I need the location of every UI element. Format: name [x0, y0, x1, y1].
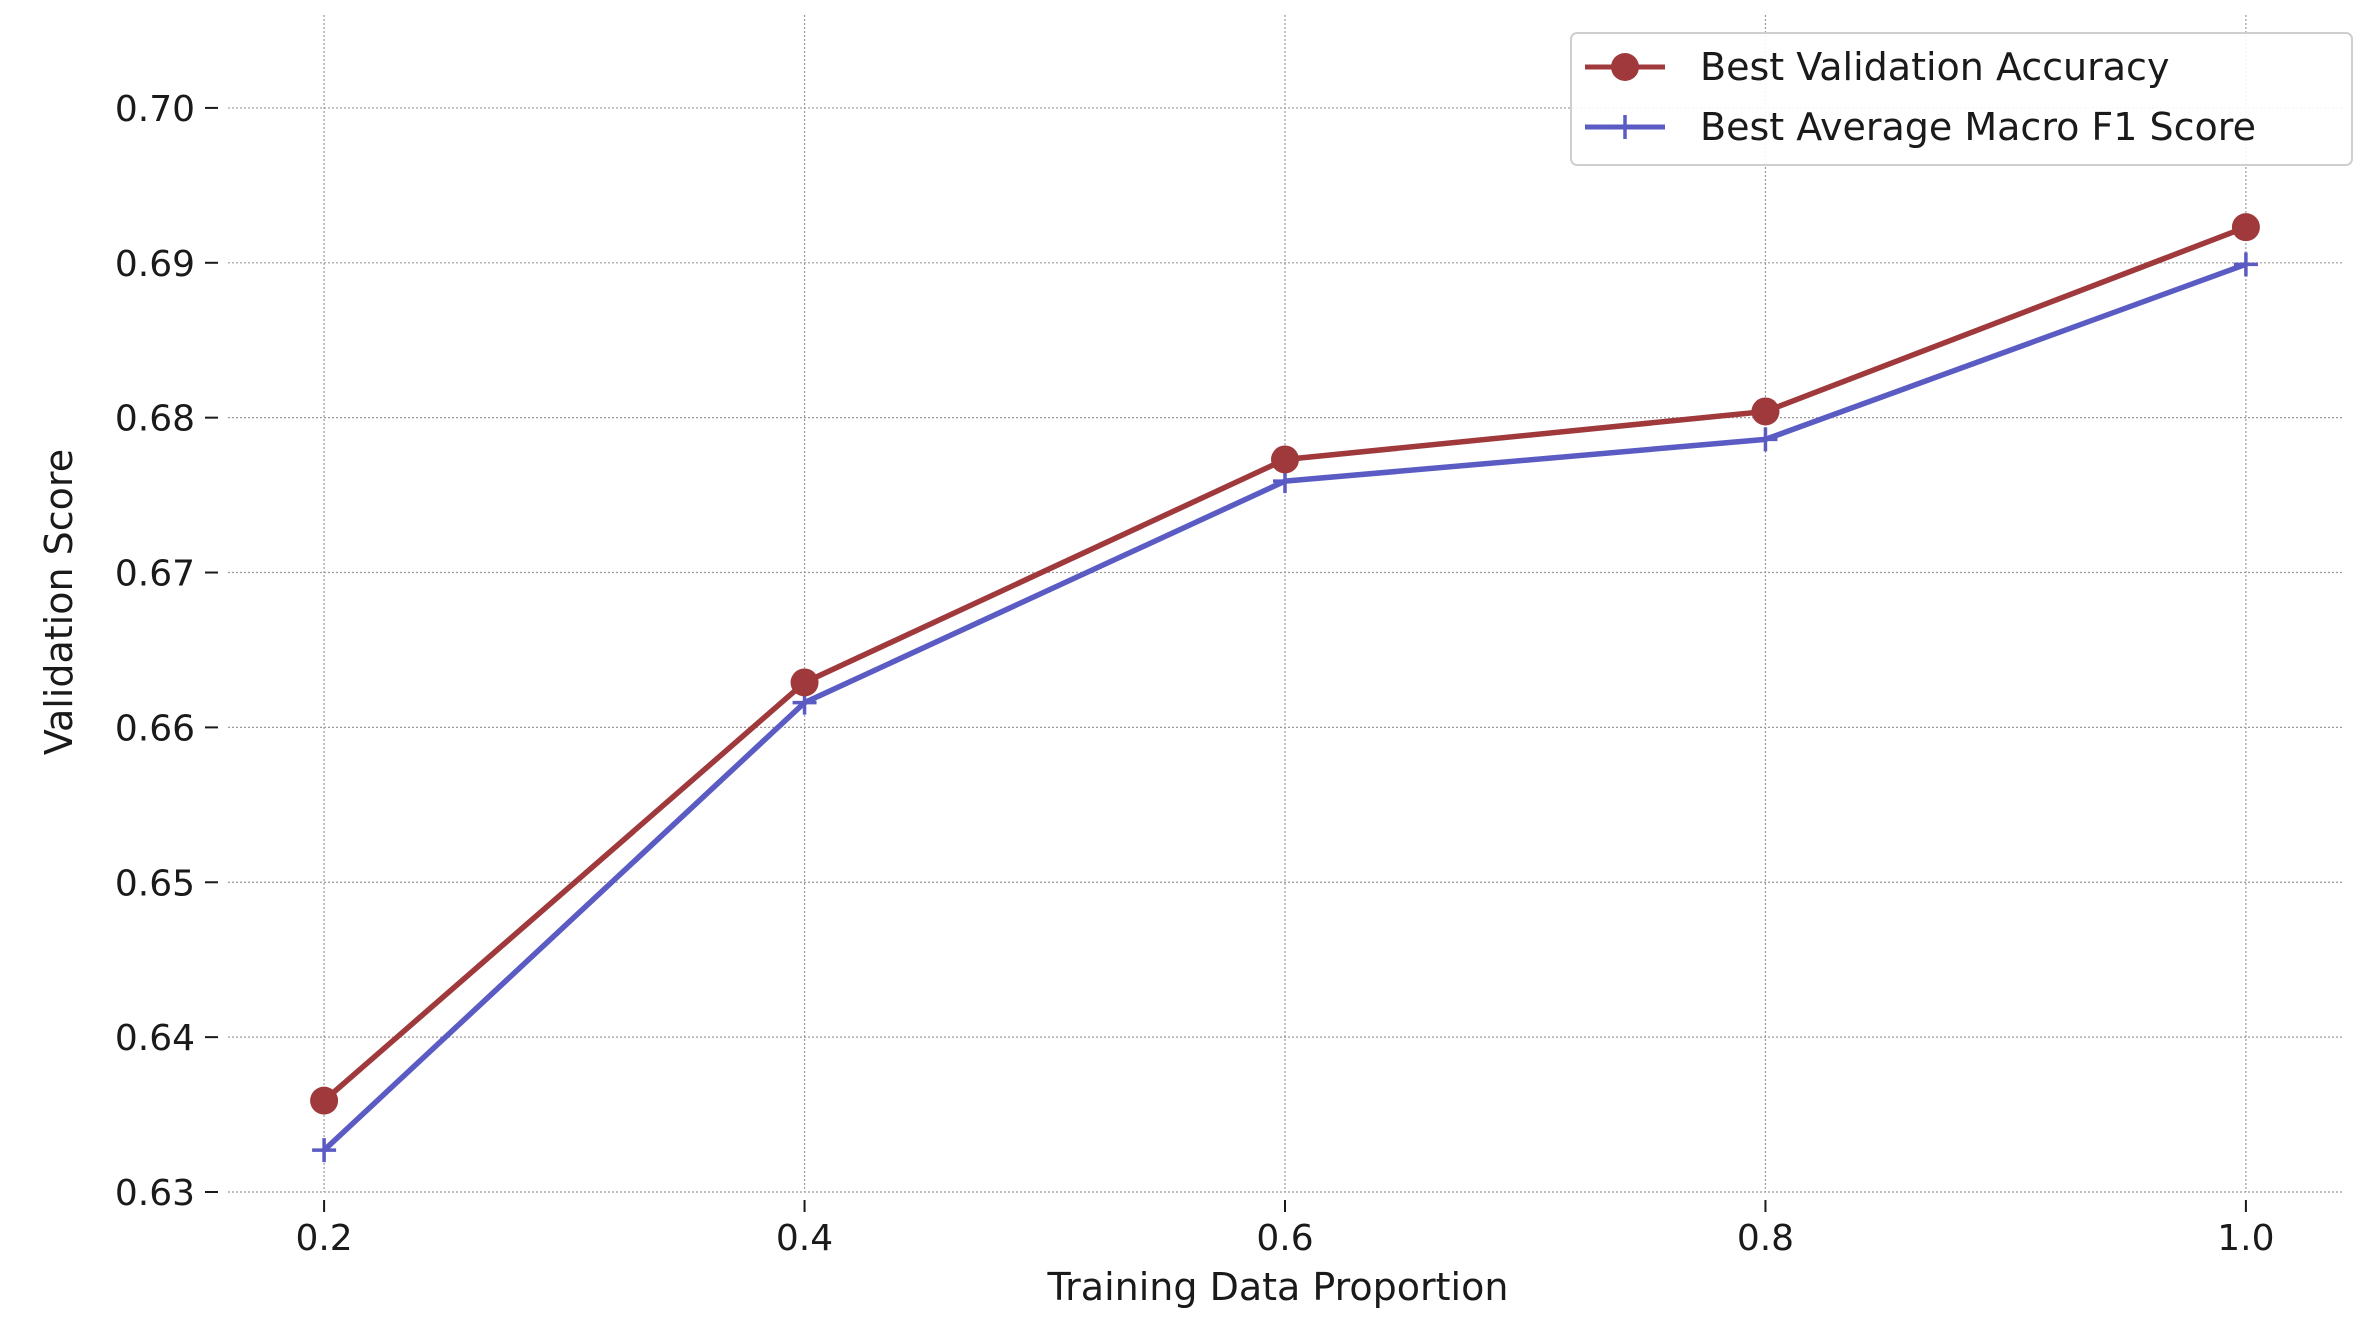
x-axis-title: Training Data Proportion: [1047, 1265, 1509, 1309]
legend-marker-accuracy: [1611, 53, 1639, 81]
data-point: [1753, 427, 1778, 452]
series-accuracy: [310, 213, 2260, 1115]
data-point: [312, 1138, 337, 1163]
data-point: [790, 668, 819, 697]
y-tick-label: 0.69: [115, 244, 195, 285]
y-tick-label: 0.64: [115, 1018, 195, 1059]
legend-label-f1: Best Average Macro F1 Score: [1700, 105, 2256, 149]
y-tick-label: 0.63: [115, 1173, 195, 1214]
y-tick-label: 0.70: [115, 89, 195, 130]
legend-item-f1: Best Average Macro F1 Score: [1585, 105, 2256, 149]
legend-marker-f1: [1613, 115, 1637, 139]
data-point: [2231, 213, 2260, 242]
y-tick-label: 0.66: [115, 708, 195, 749]
legend: Best Validation Accuracy Best Average Ma…: [1570, 32, 2353, 166]
data-point: [1271, 445, 1299, 474]
x-tick-label: 0.6: [1256, 1218, 1313, 1259]
data-point: [2233, 252, 2258, 277]
legend-label-accuracy: Best Validation Accuracy: [1700, 45, 2169, 89]
y-tick-label: 0.65: [115, 863, 195, 904]
series-layer: [310, 213, 2260, 1163]
y-tick-label: 0.68: [115, 399, 195, 440]
grid: [228, 15, 2342, 1193]
x-tick-label: 0.8: [1737, 1218, 1794, 1259]
legend-box: [1570, 32, 2353, 166]
x-tick-label: 0.4: [776, 1218, 833, 1259]
x-tick-label: 1.0: [2217, 1218, 2274, 1259]
y-axis: 0.63 0.64 0.65 0.66 0.67 0.68 0.69 0.70: [115, 89, 218, 1214]
y-tick-label: 0.67: [115, 554, 195, 595]
plus-marker: [1613, 115, 1637, 139]
x-tick-label: 0.2: [295, 1218, 352, 1259]
data-point: [1751, 397, 1780, 426]
x-axis: 0.2 0.4 0.6 0.8 1.0: [295, 1200, 2275, 1259]
y-axis-title: Validation Score: [37, 449, 81, 755]
data-point: [310, 1086, 339, 1115]
legend-item-accuracy: Best Validation Accuracy: [1585, 45, 2169, 89]
